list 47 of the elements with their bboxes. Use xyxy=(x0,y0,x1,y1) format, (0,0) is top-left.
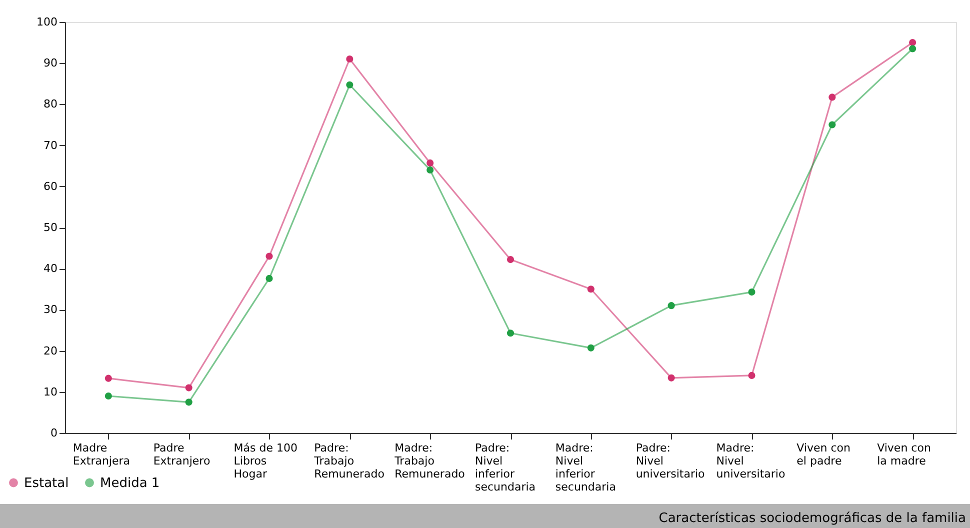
x-tick-label: Padre: Nivel inferior secundaria xyxy=(475,442,536,494)
y-tick-label: 20 xyxy=(44,344,58,358)
point xyxy=(506,256,514,264)
point xyxy=(668,374,675,382)
point xyxy=(346,55,354,63)
point xyxy=(668,302,675,310)
x-tick-label: Padre Extranjero xyxy=(153,442,210,468)
y-tick-label: 30 xyxy=(44,303,58,316)
y-tick-label: 60 xyxy=(44,180,58,193)
point xyxy=(909,45,916,52)
legend-label: Estatal xyxy=(24,476,69,491)
y-tick-label: 40 xyxy=(44,262,58,276)
point xyxy=(748,372,756,379)
point xyxy=(185,384,192,392)
x-tick-label: Madre: Trabajo Remunerado xyxy=(394,442,466,480)
point xyxy=(909,39,916,46)
point xyxy=(346,81,354,88)
x-tick-label: Padre: Trabajo Remunerado xyxy=(313,442,385,480)
y-tick-label: 90 xyxy=(44,56,58,70)
point xyxy=(587,344,594,352)
text: Características sociodemográficas de la familia xyxy=(0,504,970,528)
point xyxy=(104,374,112,382)
x-tick-label: Madre Extranjera xyxy=(72,442,130,468)
y-tick-label: 10 xyxy=(44,385,58,398)
x-tick-label: Viven con el padre xyxy=(796,442,851,468)
y-tick-label: 0 xyxy=(50,426,58,440)
x-tick-label: Más de 100 Libros Hogar xyxy=(234,442,298,480)
x-tick-label: Padre: Nivel universitario xyxy=(636,442,706,480)
x-tick-label: Madre: Nivel inferior secundaria xyxy=(555,442,616,494)
point xyxy=(266,252,273,260)
x-tick-label: Madre: Nivel universitario xyxy=(716,442,786,480)
point xyxy=(587,286,594,293)
point xyxy=(426,159,434,166)
point xyxy=(185,398,192,406)
y-tick-label: 80 xyxy=(44,98,58,111)
point xyxy=(426,166,434,174)
point xyxy=(828,121,836,128)
point xyxy=(748,288,756,296)
x-tick-label: Viven con la madre xyxy=(877,442,931,468)
point xyxy=(266,274,273,282)
y-tick-label: 70 xyxy=(44,138,58,152)
point xyxy=(104,392,112,400)
y-tick-label: 50 xyxy=(44,221,58,234)
point xyxy=(506,330,514,337)
y-tick-label: 100 xyxy=(36,16,58,28)
legend-label: Medida 1 xyxy=(100,476,160,491)
point xyxy=(828,94,836,101)
